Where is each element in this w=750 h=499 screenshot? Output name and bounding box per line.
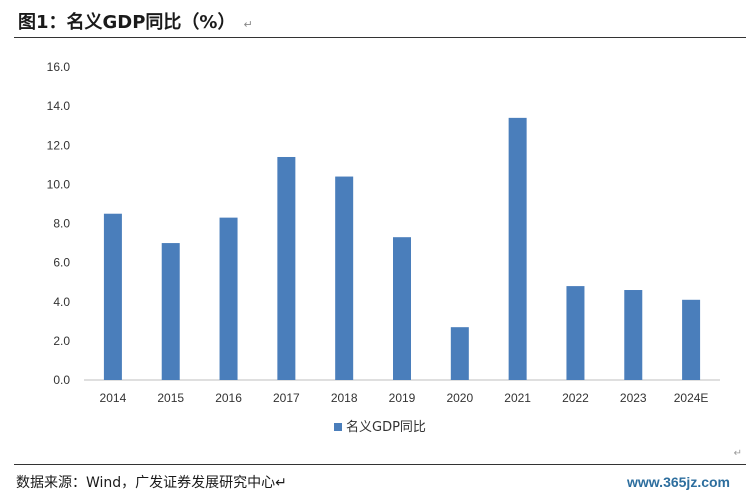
y-tick-label: 4.0 [53, 295, 70, 309]
bar-chart: 0.0 2.0 4.0 6.0 8.0 10.0 12.0 14.0 16.0 2014 2015 2… [47, 60, 720, 435]
x-tick-label: 2016 [215, 391, 242, 405]
bar-2023 [624, 290, 643, 380]
bar-2022 [566, 286, 585, 380]
y-tick-label: 6.0 [53, 256, 70, 270]
y-tick-label: 16.0 [47, 60, 71, 74]
y-tick-label: 12.0 [47, 138, 71, 152]
x-tick-label: 2017 [273, 391, 300, 405]
return-mark: ↵ [243, 18, 253, 31]
y-tick-label: 14.0 [47, 99, 71, 113]
figure-title: 图1：名义GDP同比（%） ↵ [18, 8, 253, 34]
watermark: www.365jz.com [627, 474, 730, 490]
figure-title-text: 图1：名义GDP同比（%） [18, 12, 236, 33]
x-tick-label: 2019 [389, 391, 416, 405]
x-tick-label: 2024E [674, 391, 709, 405]
bar-2015 [161, 243, 180, 380]
bar-2014 [103, 213, 122, 380]
y-tick-label: 0.0 [53, 373, 70, 387]
x-tick-label: 2022 [562, 391, 589, 405]
x-tick-label: 2015 [157, 391, 184, 405]
legend-swatch [334, 423, 342, 431]
bar-2018 [335, 176, 354, 380]
top-rule [14, 37, 746, 38]
legend-label: 名义GDP同比 [346, 419, 426, 435]
y-tick-label: 10.0 [47, 177, 71, 191]
x-tick-label: 2014 [100, 391, 127, 405]
x-tick-label: 2023 [620, 391, 647, 405]
x-tick-label: 2021 [504, 391, 531, 405]
corner-return-mark: ↵ [733, 448, 742, 459]
bar-2017 [277, 156, 296, 380]
y-tick-label: 2.0 [53, 334, 70, 348]
x-tick-label: 2020 [446, 391, 473, 405]
y-tick-label: 8.0 [53, 217, 70, 231]
bar-2019 [393, 237, 411, 380]
bar-2024E [682, 299, 701, 380]
x-tick-label: 2018 [331, 391, 358, 405]
bar-2016 [219, 217, 238, 380]
bar-2021 [508, 117, 527, 381]
bottom-rule [14, 464, 746, 465]
source-note: 数据来源：Wind，广发证券发展研究中心↵ [16, 475, 287, 491]
bar-2020 [450, 327, 469, 380]
